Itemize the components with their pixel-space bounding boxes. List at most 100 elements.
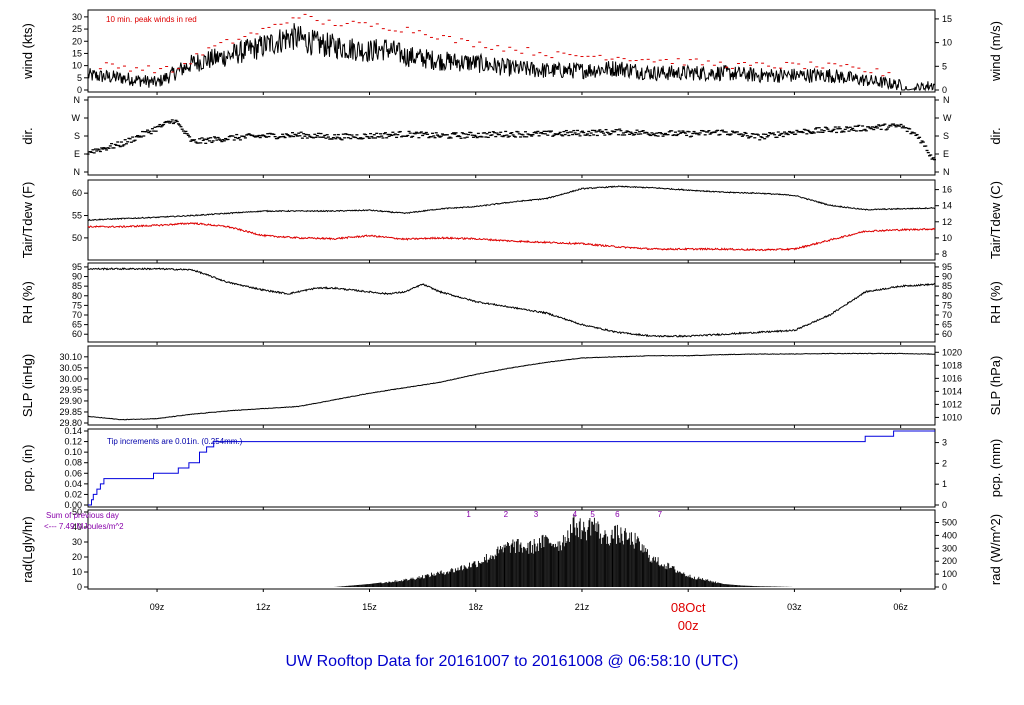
y-tick-label-right: 3 [942,438,947,448]
y-tick-label-left: 60 [72,329,82,339]
y-tick-label-left: 0.02 [64,489,82,499]
y-tick-label-left: 29.80 [59,418,82,428]
y-tick-label-left: 25 [72,24,82,34]
precip-series-line [88,430,935,506]
y-tick-label-left: 60 [72,188,82,198]
y-axis-label-left: SLP (inHg) [20,354,35,417]
y-tick-label-right: N [943,95,950,105]
y-tick-label-left: W [72,113,81,123]
x-tick-label: 06z [893,602,908,612]
y-tick-label-left: 29.95 [59,385,82,395]
y-axis-label-left: pcp. (in) [20,445,35,492]
y-tick-label-left: 30 [72,537,82,547]
y-tick-label-left: 20 [72,552,82,562]
y-tick-label-right: 0 [942,582,947,592]
panel-temperature: Tair/Tdew (F) Tair/Tdew (C) 50 55 60 8 10 12 14 1… [20,179,1003,263]
tair-series-line [87,185,936,221]
y-tick-label-right: 70 [942,310,952,320]
y-tick-label-left: 65 [72,320,82,330]
y-tick-label-right: 1014 [942,386,962,396]
y-axis-label-left: dir. [20,127,35,144]
panel-frame [87,509,936,590]
y-tick-label-left: 0.06 [64,468,82,478]
date-marker-day: 08Oct [671,600,706,615]
peak-label: 1 [466,510,471,519]
y-tick-label-right: 60 [942,329,952,339]
y-tick-label-left: 50 [72,233,82,243]
tip-increment-annotation: Tip increments are 0.01in. (0.254mm.) [107,437,243,446]
y-tick-label-left: 85 [72,281,82,291]
y-tick-label-left: 15 [72,48,82,58]
y-tick-label-right: 400 [942,530,957,540]
y-tick-label-right: 0 [942,500,947,510]
y-tick-label-right: 14 [942,201,952,211]
y-tick-label-left: 30.05 [59,363,82,373]
y-tick-label-right: 85 [942,281,952,291]
y-tick-label-right: E [943,149,949,159]
y-tick-label-right: 2 [942,458,947,468]
y-tick-label-right: 16 [942,185,952,195]
y-tick-label-left: 0.12 [64,437,82,447]
y-tick-label-left: 0 [77,85,82,95]
panel-frame [87,179,936,261]
y-tick-label-right: 15 [942,14,952,24]
x-tick-label: 15z [362,602,377,612]
y-tick-label-left: 30.00 [59,374,82,384]
y-tick-label-left: 30 [72,12,82,22]
y-tick-label-left: N [74,167,81,177]
y-tick-label-left: N [74,95,81,105]
y-tick-label-right: W [943,113,952,123]
x-axis: 09z 12z 15z 18z 21z 03z 06z 08Oct 00z [150,600,909,633]
y-tick-label-left: 20 [72,36,82,46]
peak-winds-annotation: 10 min. peak winds in red [106,15,197,24]
panel-wind: wind (kts) wind (m/s) 0 5 10 15 20 25 30 0 5 10 15 10… [20,9,1003,95]
peak-label: 7 [658,510,663,519]
peak-label: 6 [615,510,620,519]
y-tick-label-left: 70 [72,310,82,320]
y-tick-label-right: 500 [942,518,957,528]
x-tick-label: 03z [787,602,802,612]
panel-frame [87,262,936,343]
y-tick-label-left: 10 [72,61,82,71]
y-axis-label-left: Tair/Tdew (F) [20,182,35,259]
panel-frame [87,96,936,176]
y-tick-label-left: 0.08 [64,458,82,468]
y-axis-label-left: wind (kts) [20,23,35,80]
y-tick-label-right: 1012 [942,399,962,409]
tdew-series-line [87,221,936,252]
y-tick-label-left: 0.00 [64,500,82,510]
y-tick-label-right: 95 [942,262,952,272]
y-tick-label-right: 1018 [942,360,962,370]
y-tick-label-left: 80 [72,291,82,301]
panel-slp: SLP (inHg) SLP (hPa)29.8029.8529.9029.953… [20,345,1003,428]
y-tick-label-right: 0 [942,85,947,95]
y-tick-label-right: 5 [942,61,947,71]
y-tick-label-left: 29.85 [59,407,82,417]
y-tick-label-left: 95 [72,262,82,272]
y-tick-label-left: 5 [77,73,82,83]
y-tick-label-left: E [74,149,80,159]
y-tick-label-left: 40 [72,522,82,532]
panel-pcp: pcp. (in) pcp. (mm)0.000.020.040.060.080.… [20,426,1003,510]
y-tick-label-right: 10 [942,38,952,48]
y-tick-label-right: 12 [942,217,952,227]
y-tick-label-right: 8 [942,249,947,259]
x-tick-label: 09z [150,602,165,612]
y-tick-label-right: 100 [942,569,957,579]
y-axis-label-right: rad (W/m^2) [988,514,1003,585]
y-axis-label-right: pcp. (mm) [988,439,1003,498]
y-tick-label-right: 90 [942,272,952,282]
y-tick-label-right: S [943,131,949,141]
y-axis-label-right: RH (%) [988,281,1003,324]
panel-frame [87,345,936,426]
wind-series-line [87,23,936,92]
chart-title: UW Rooftop Data for 20161007 to 20161008… [286,653,739,670]
peak-label: 2 [504,510,509,519]
y-tick-label-right: 300 [942,543,957,553]
y-tick-label-left: 10 [72,567,82,577]
y-axis-label-right: dir. [988,127,1003,144]
y-tick-label-right: 10 [942,233,952,243]
panel-rh: RH (%) RH (%)6065707580859095606570758085… [20,262,1003,345]
